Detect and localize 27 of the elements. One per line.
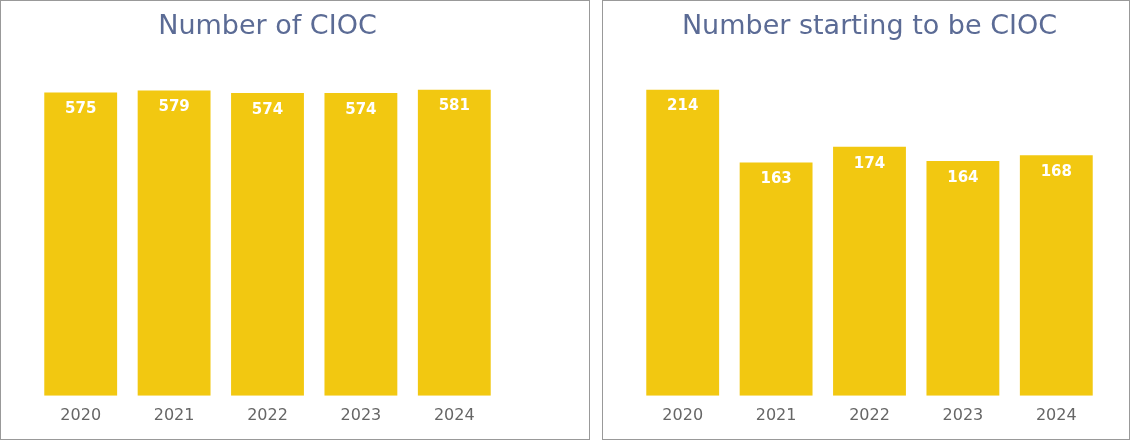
data-label: 581 xyxy=(438,96,470,115)
x-tick-label: 2023 xyxy=(942,404,984,424)
bar xyxy=(739,162,813,396)
x-tick-label: 2022 xyxy=(849,404,890,424)
x-tick-label: 2024 xyxy=(1035,404,1077,424)
x-tick-label: 2023 xyxy=(340,404,382,424)
x-tick-label: 2022 xyxy=(247,404,288,424)
data-label: 174 xyxy=(853,153,886,172)
x-tick-label: 2020 xyxy=(662,404,704,424)
data-label: 574 xyxy=(345,99,377,118)
bar xyxy=(646,89,720,396)
bar xyxy=(926,160,1000,396)
x-tick-label: 2024 xyxy=(433,404,475,424)
data-label: 575 xyxy=(65,99,97,118)
data-label: 574 xyxy=(251,99,284,118)
data-label: 168 xyxy=(1040,162,1072,181)
data-label: 163 xyxy=(760,169,792,188)
data-label: 579 xyxy=(158,97,190,116)
data-label: 214 xyxy=(667,96,699,115)
data-label: 164 xyxy=(947,167,979,186)
bar xyxy=(1019,155,1093,396)
x-tick-label: 2020 xyxy=(60,404,102,424)
x-tick-label: 2021 xyxy=(153,404,195,424)
chart-title: Number starting to be CIOC xyxy=(681,9,1058,41)
chart-title: Number of CIOC xyxy=(158,9,377,41)
bar xyxy=(833,146,906,396)
x-tick-label: 2021 xyxy=(755,404,797,424)
